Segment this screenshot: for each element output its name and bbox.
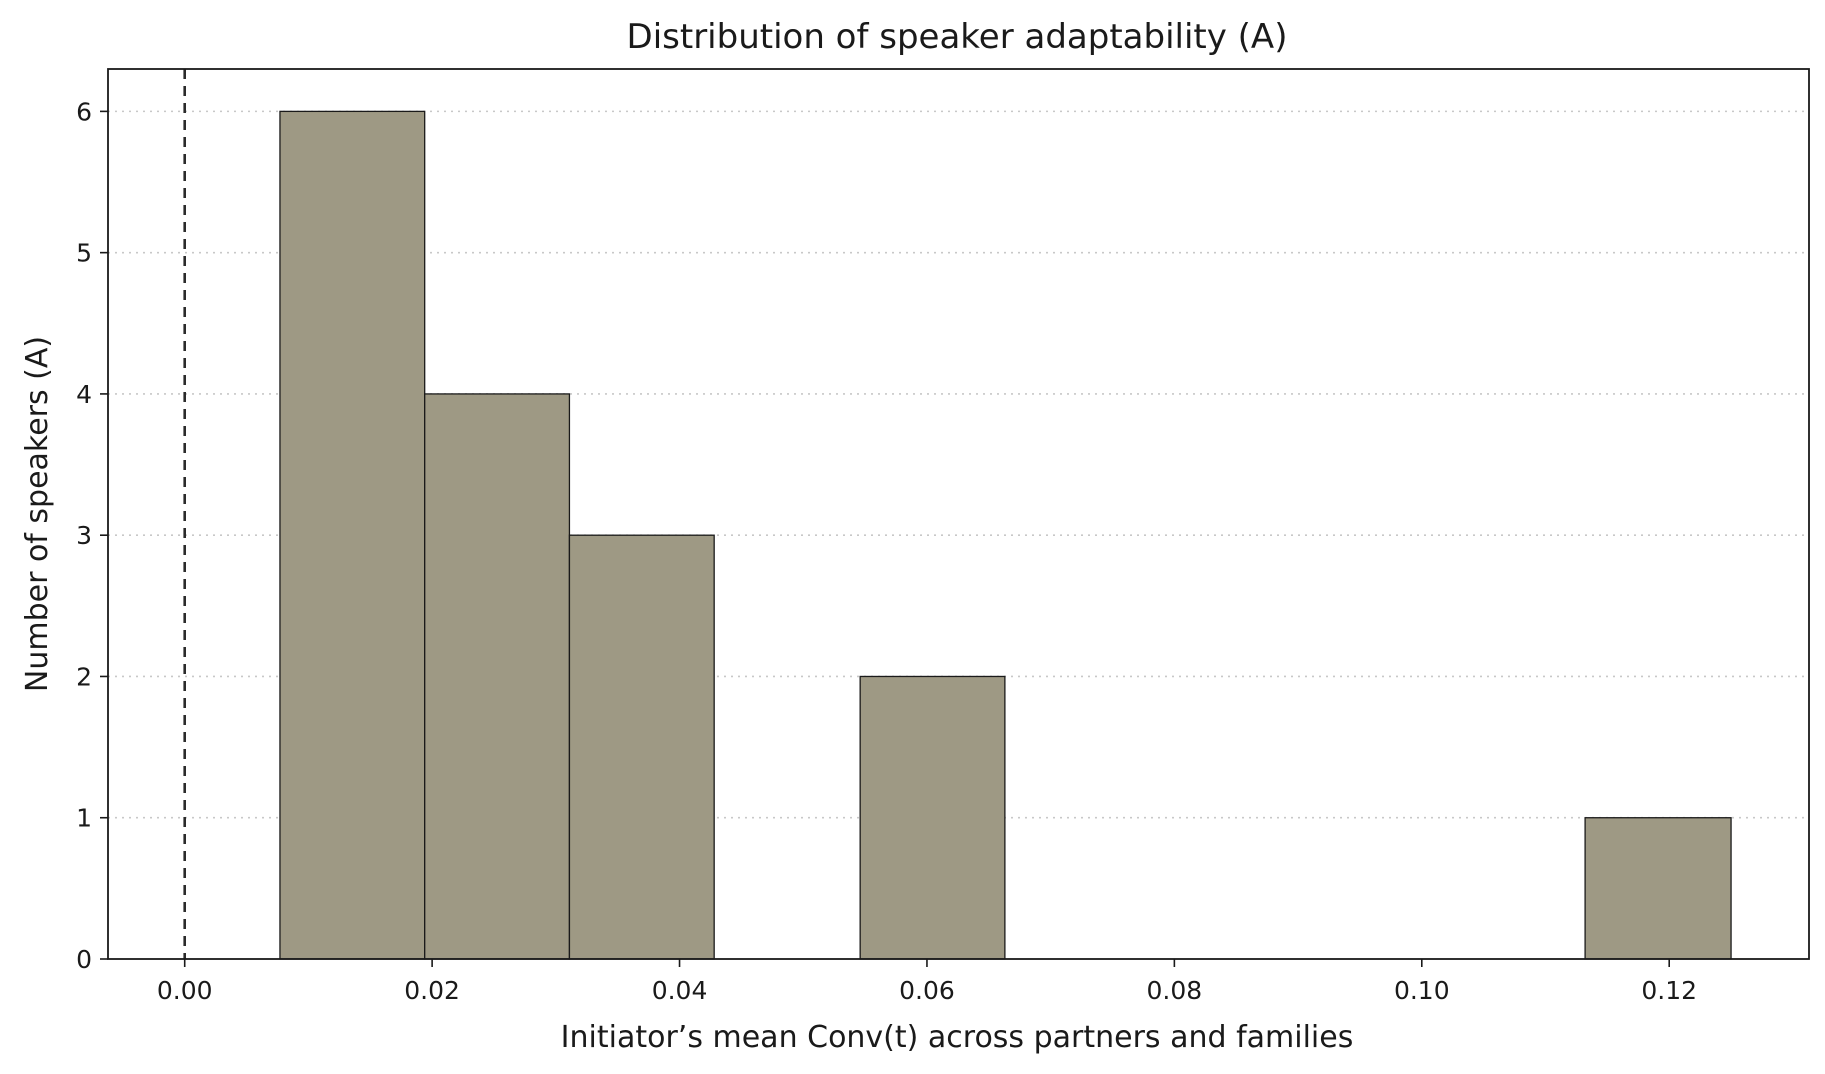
x-tick-label-0: 0.00: [157, 976, 213, 1005]
chart-title: Distribution of speaker adaptability (A): [627, 17, 1288, 57]
y-tick-label-3: 3: [76, 521, 92, 550]
plot-frame: [107, 68, 1810, 960]
x-tick-label-6: 0.12: [1641, 976, 1697, 1005]
histogram-bar-2: [568, 534, 715, 960]
y-tick-label-1: 1: [76, 804, 92, 833]
y-tick-label-4: 4: [76, 380, 92, 409]
y-axis-ticks: 0 1 2 3 4 5 6: [76, 97, 108, 974]
y-tick-label-0: 0: [76, 945, 92, 974]
x-axis-ticks: 0.00 0.02 0.04 0.06 0.08 0.10 0.12: [157, 959, 1697, 1005]
histogram-bar-0: [279, 110, 426, 960]
x-tick-label-1: 0.02: [404, 976, 460, 1005]
y-tick-label-2: 2: [76, 662, 92, 691]
y-axis-label: Number of speakers (A): [20, 336, 55, 692]
x-tick-label-4: 0.08: [1147, 976, 1203, 1005]
y-tick-label-5: 5: [76, 239, 92, 268]
y-tick-label-6: 6: [76, 97, 92, 126]
histogram-bar-4: [859, 675, 1006, 960]
x-axis-label: Initiator’s mean Conv(t) across partners…: [561, 1020, 1354, 1055]
histogram-bars: [279, 110, 1732, 960]
x-tick-label-5: 0.10: [1394, 976, 1450, 1005]
histogram-bar-9: [1584, 817, 1732, 960]
histogram-bar-1: [424, 393, 571, 960]
x-tick-label-2: 0.04: [652, 976, 708, 1005]
x-tick-label-3: 0.06: [899, 976, 955, 1005]
